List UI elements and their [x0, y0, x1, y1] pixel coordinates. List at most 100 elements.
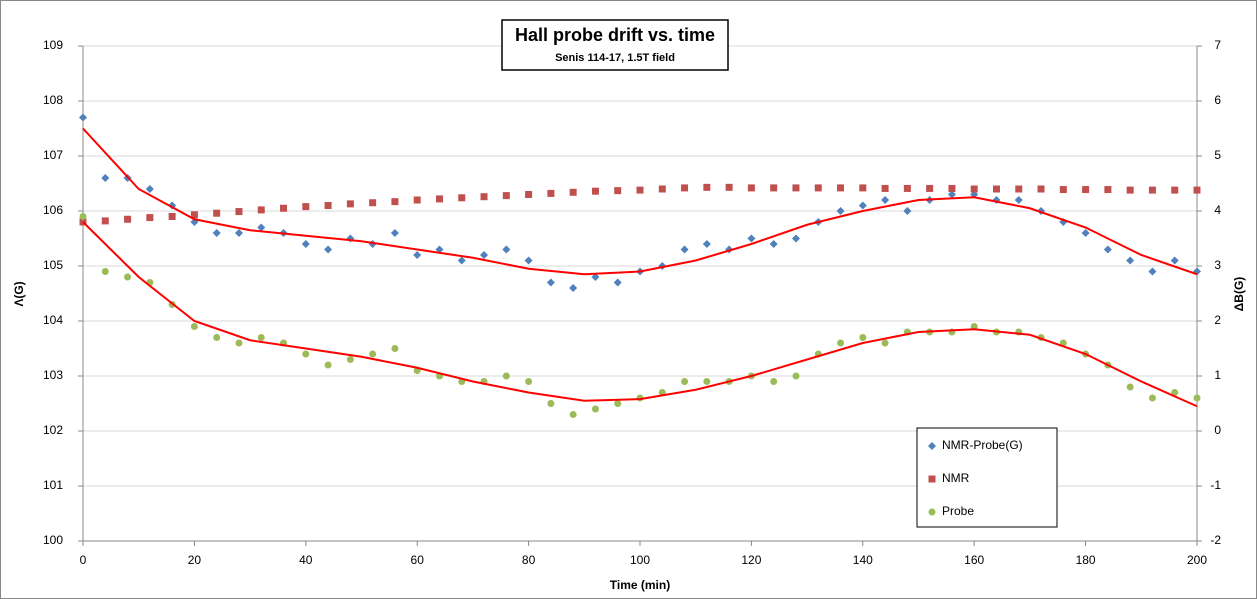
- x-tick-label: 60: [411, 553, 425, 567]
- y2-tick-label: 4: [1214, 203, 1221, 217]
- y-tick-label: 103: [43, 368, 63, 382]
- x-tick-label: 120: [741, 553, 761, 567]
- point: [1193, 186, 1201, 194]
- point: [725, 183, 733, 191]
- point: [101, 217, 109, 225]
- point: [212, 229, 221, 237]
- chart-subtitle: Senis 114-17, 1.5T field: [555, 52, 675, 64]
- point: [502, 192, 510, 200]
- point: [1126, 186, 1134, 194]
- point: [547, 189, 555, 197]
- point: [770, 378, 778, 385]
- point: [480, 251, 489, 259]
- point: [502, 245, 511, 254]
- point: [1015, 185, 1023, 193]
- legend-marker: [928, 442, 936, 450]
- point: [1148, 394, 1156, 402]
- x-tick-label: 160: [964, 553, 984, 567]
- point: [837, 184, 845, 192]
- point: [79, 213, 87, 220]
- point: [213, 334, 221, 341]
- y2-tick-label: 1: [1214, 368, 1221, 382]
- point: [391, 198, 399, 206]
- legend-marker: [928, 475, 936, 483]
- point: [591, 405, 599, 413]
- x-tick-label: 20: [188, 553, 202, 567]
- y-tick-label: 100: [43, 533, 63, 547]
- point: [1170, 256, 1179, 265]
- legend-marker: [928, 508, 936, 516]
- y-tick-label: 108: [43, 93, 63, 107]
- point: [1103, 245, 1112, 254]
- point: [747, 234, 756, 243]
- y-tick-label: 107: [43, 148, 63, 162]
- point: [1037, 185, 1045, 193]
- point: [569, 188, 577, 196]
- point: [257, 334, 265, 341]
- point: [947, 190, 956, 199]
- point: [346, 356, 354, 363]
- point: [926, 184, 934, 192]
- point: [770, 184, 778, 192]
- point: [859, 184, 867, 192]
- point: [101, 268, 109, 275]
- x-tick-label: 100: [630, 553, 650, 567]
- y-tick-label: 102: [43, 423, 63, 437]
- point: [324, 245, 333, 254]
- point: [546, 278, 555, 287]
- legend-label: NMR-Probe(G): [942, 438, 1023, 452]
- point: [769, 240, 778, 248]
- point: [346, 200, 354, 208]
- point: [858, 201, 867, 210]
- x-axis-label: Time (min): [610, 578, 670, 592]
- point: [458, 194, 466, 202]
- x-tick-label: 140: [853, 553, 873, 567]
- point: [1059, 186, 1067, 194]
- point: [881, 196, 890, 204]
- point: [658, 185, 666, 193]
- point: [814, 184, 822, 192]
- plot-area: 100 101 102 103 104 105 106 107 108 109 -2 -1 0 1 2 3 4 5…: [43, 38, 1221, 567]
- point: [681, 184, 689, 192]
- point: [569, 411, 577, 418]
- y2-axis-label: ΔB(G): [1232, 277, 1246, 312]
- point: [836, 207, 845, 215]
- point: [881, 339, 889, 347]
- point: [703, 183, 711, 191]
- point: [636, 186, 644, 194]
- legend: NMR-Probe(G) NMR Probe: [916, 427, 1058, 528]
- x-tick-label: 80: [522, 553, 536, 567]
- point: [1148, 267, 1157, 276]
- y2-tick-label: 6: [1214, 93, 1221, 107]
- point: [591, 273, 600, 281]
- y-tick-label: 104: [43, 313, 63, 327]
- y2-tick-label: 2: [1214, 313, 1221, 327]
- point: [369, 199, 377, 207]
- chart-title: Hall probe drift vs. time: [515, 25, 715, 45]
- legend-label: NMR: [942, 471, 970, 485]
- point: [680, 245, 689, 254]
- point: [1193, 394, 1201, 402]
- point: [457, 256, 466, 265]
- point: [502, 372, 510, 380]
- x-tick-label: 200: [1187, 553, 1207, 567]
- point: [257, 223, 266, 232]
- y2-tick-label: -1: [1210, 478, 1221, 492]
- point: [547, 400, 555, 407]
- x-tick-label: 40: [299, 553, 313, 567]
- point: [681, 378, 689, 385]
- title-box: [501, 19, 729, 71]
- point: [903, 207, 912, 215]
- y2-tick-label: 0: [1214, 423, 1221, 437]
- point: [569, 284, 578, 292]
- point: [390, 229, 399, 237]
- point: [124, 215, 132, 223]
- legend-box: [916, 427, 1058, 528]
- point: [302, 350, 310, 358]
- point: [992, 185, 1000, 193]
- y-tick-label: 109: [43, 38, 63, 52]
- point: [235, 208, 243, 216]
- point: [1126, 383, 1134, 391]
- y-tick-label: 105: [43, 258, 63, 272]
